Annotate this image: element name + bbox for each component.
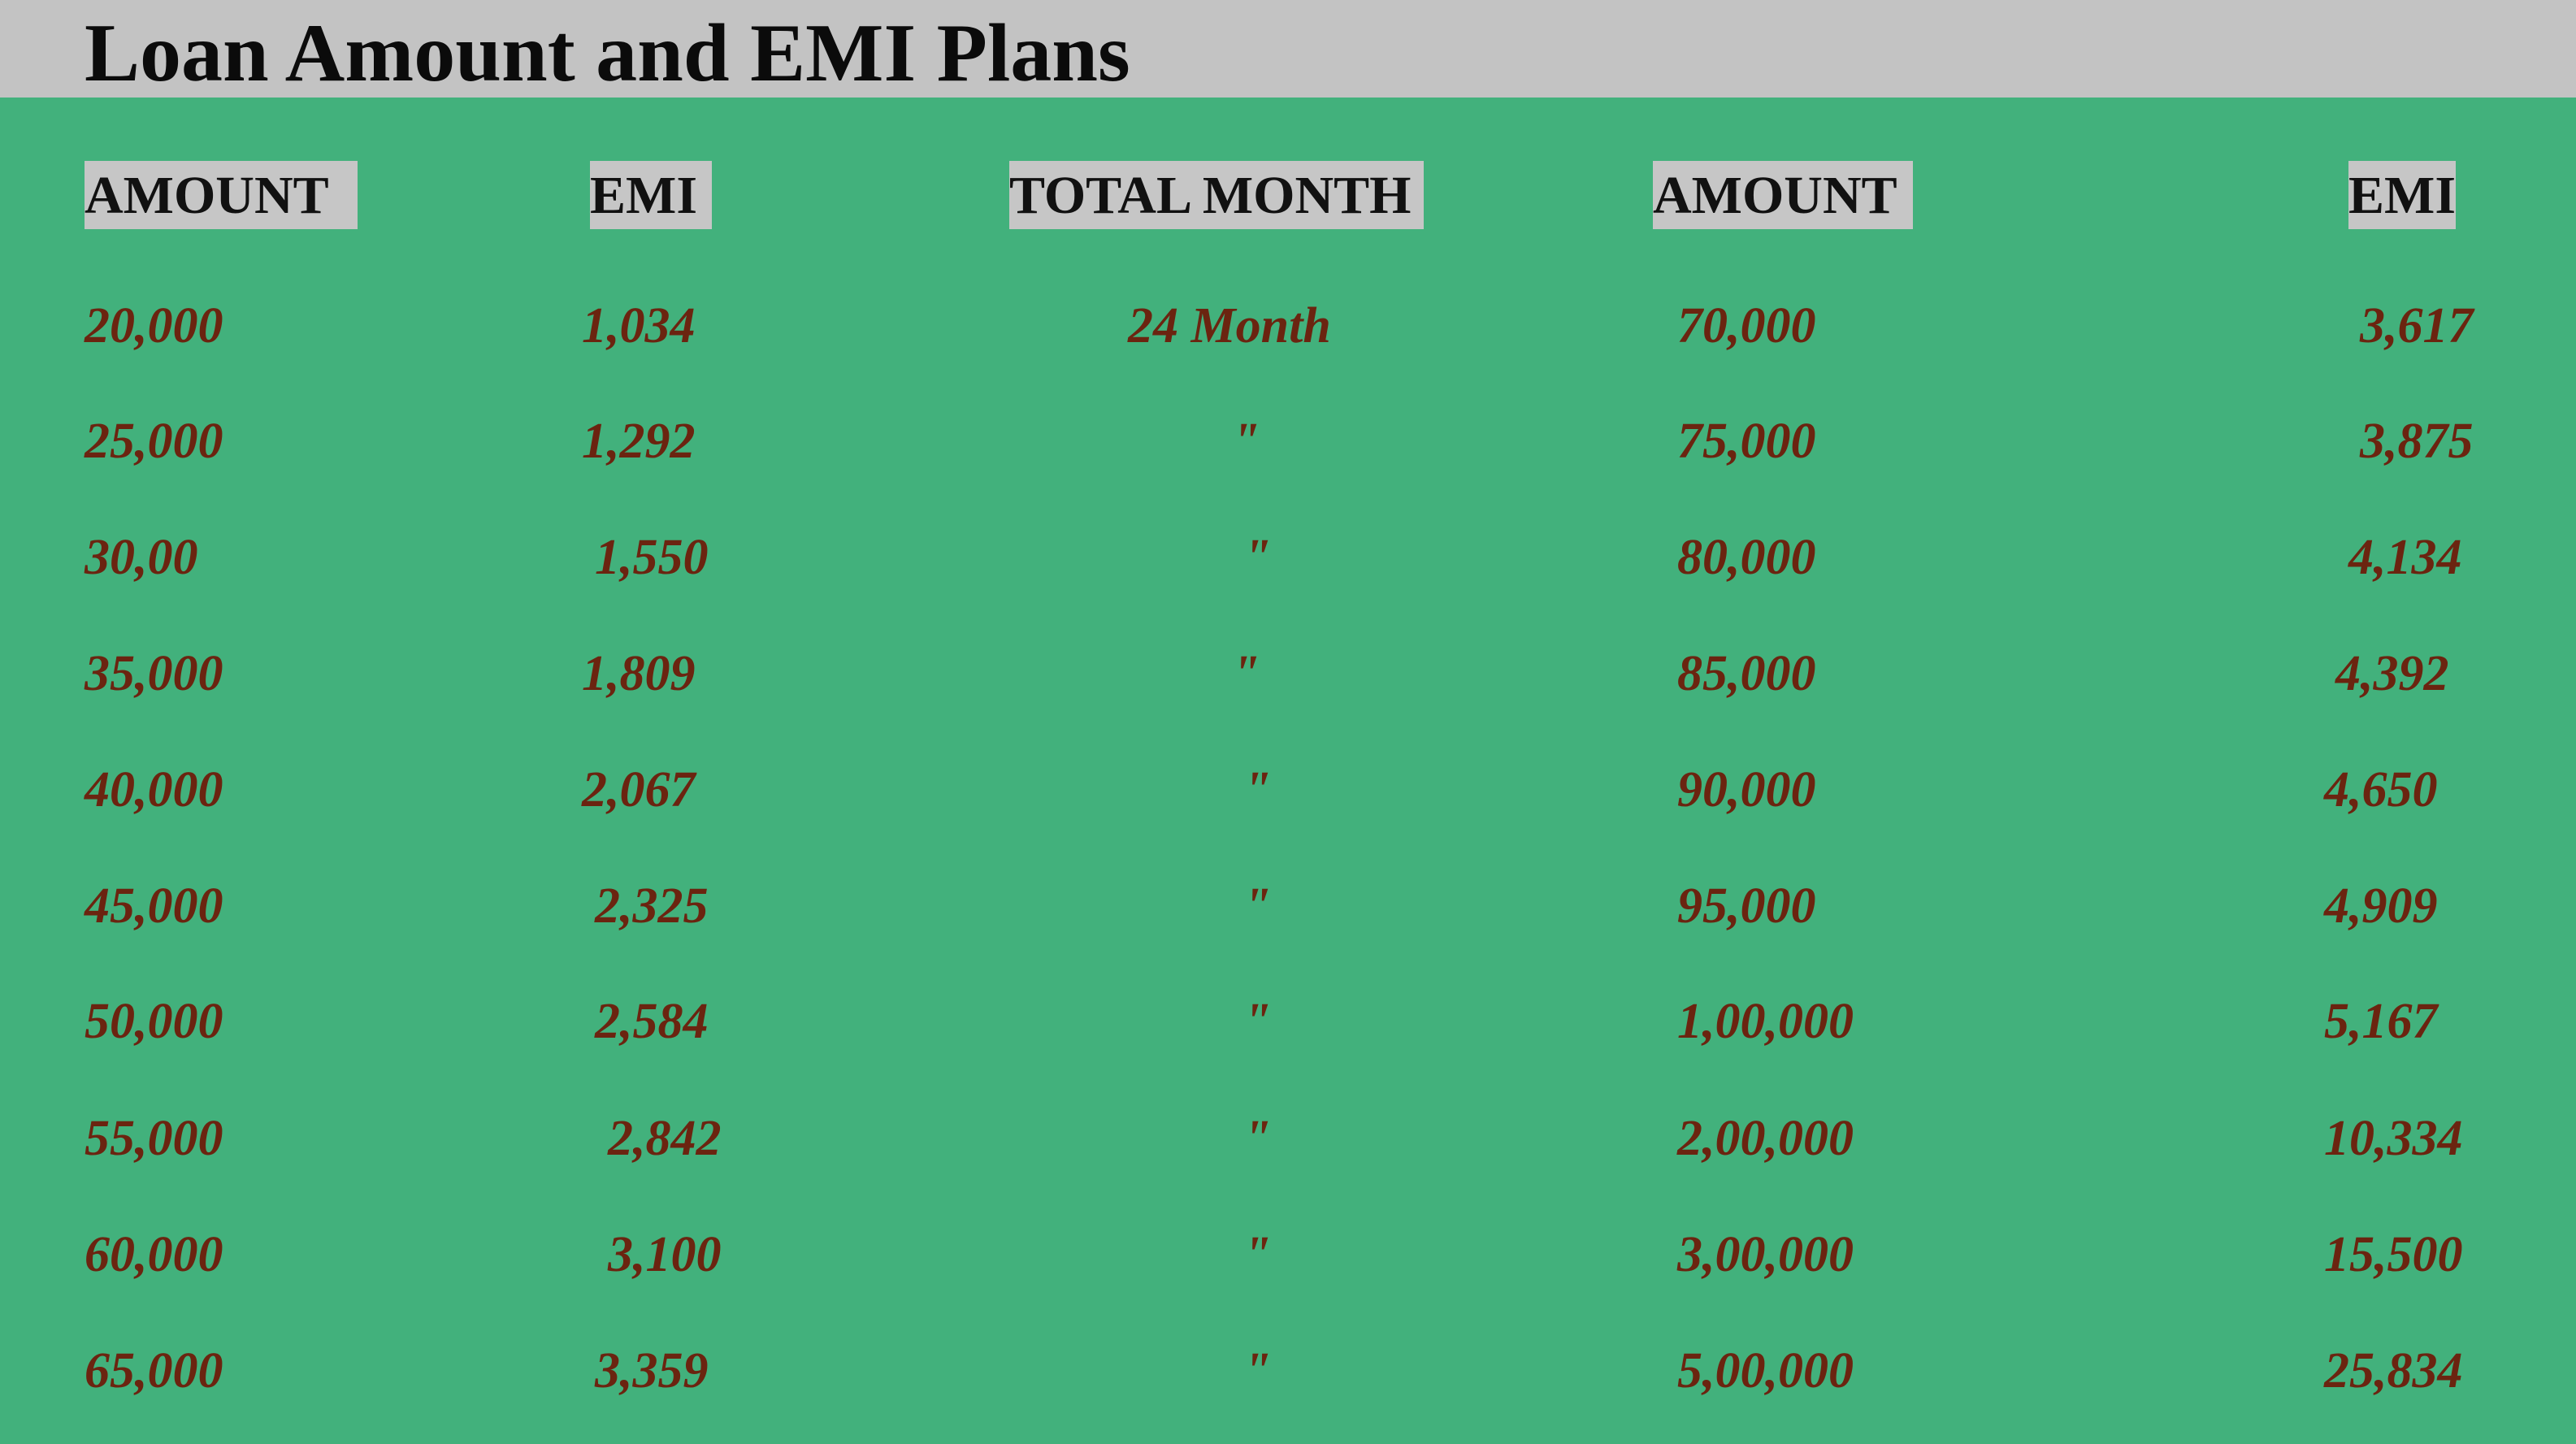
header-amount-2: AMOUNT — [1653, 161, 1913, 229]
total-month-cell: 24 Month — [1128, 298, 1331, 353]
emi-cell-right: 3,617 — [2360, 298, 2474, 353]
amount-cell-left: 35,000 — [85, 646, 223, 701]
total-month-cell: " — [1243, 1111, 1272, 1166]
amount-cell-left: 20,000 — [85, 298, 223, 353]
amount-cell-right: 90,000 — [1677, 762, 1816, 817]
emi-cell-left: 3,359 — [595, 1343, 709, 1398]
emi-cell-left: 1,034 — [582, 298, 696, 353]
amount-cell-left: 45,000 — [85, 878, 223, 934]
header-amount-1: AMOUNT — [85, 161, 358, 229]
total-month-cell: " — [1243, 1227, 1272, 1282]
amount-cell-right: 75,000 — [1677, 414, 1816, 469]
amount-cell-left: 40,000 — [85, 762, 223, 817]
page-title: Loan Amount and EMI Plans — [85, 7, 1130, 99]
total-month-cell: " — [1232, 646, 1260, 701]
amount-cell-left: 30,00 — [85, 530, 198, 585]
amount-cell-left: 50,000 — [85, 994, 223, 1049]
header-total-month: TOTAL MONTH — [1009, 161, 1424, 229]
emi-cell-right: 3,875 — [2360, 414, 2474, 469]
emi-cell-right: 4,392 — [2335, 646, 2449, 701]
total-month-cell: " — [1243, 762, 1272, 817]
title-bar — [0, 0, 2576, 98]
emi-cell-right: 25,834 — [2324, 1343, 2463, 1398]
header-emi-1: EMI — [590, 161, 712, 229]
emi-cell-right: 4,909 — [2324, 878, 2438, 934]
emi-cell-left: 1,550 — [595, 530, 709, 585]
total-month-cell: " — [1243, 878, 1272, 934]
emi-cell-right: 4,134 — [2348, 530, 2462, 585]
emi-cell-left: 1,292 — [582, 414, 696, 469]
amount-cell-right: 1,00,000 — [1677, 994, 1854, 1049]
emi-cell-right: 10,334 — [2324, 1111, 2463, 1166]
emi-cell-left: 2,067 — [582, 762, 696, 817]
total-month-cell: " — [1243, 1343, 1272, 1398]
amount-cell-left: 60,000 — [85, 1227, 223, 1282]
amount-cell-right: 5,00,000 — [1677, 1343, 1854, 1398]
amount-cell-right: 3,00,000 — [1677, 1227, 1854, 1282]
emi-cell-right: 15,500 — [2324, 1227, 2463, 1282]
amount-cell-left: 25,000 — [85, 414, 223, 469]
amount-cell-left: 55,000 — [85, 1111, 223, 1166]
amount-cell-right: 70,000 — [1677, 298, 1816, 353]
amount-cell-right: 85,000 — [1677, 646, 1816, 701]
total-month-cell: " — [1232, 414, 1260, 469]
emi-cell-right: 4,650 — [2324, 762, 2438, 817]
header-emi-2: EMI — [2348, 161, 2456, 229]
emi-cell-left: 2,325 — [595, 878, 709, 934]
total-month-cell: " — [1243, 994, 1272, 1049]
emi-cell-left: 3,100 — [608, 1227, 722, 1282]
amount-cell-left: 65,000 — [85, 1343, 223, 1398]
emi-cell-left: 1,809 — [582, 646, 696, 701]
amount-cell-right: 2,00,000 — [1677, 1111, 1854, 1166]
emi-cell-right: 5,167 — [2324, 994, 2438, 1049]
amount-cell-right: 80,000 — [1677, 530, 1816, 585]
emi-cell-left: 2,842 — [608, 1111, 722, 1166]
total-month-cell: " — [1243, 530, 1272, 585]
amount-cell-right: 95,000 — [1677, 878, 1816, 934]
emi-cell-left: 2,584 — [595, 994, 709, 1049]
